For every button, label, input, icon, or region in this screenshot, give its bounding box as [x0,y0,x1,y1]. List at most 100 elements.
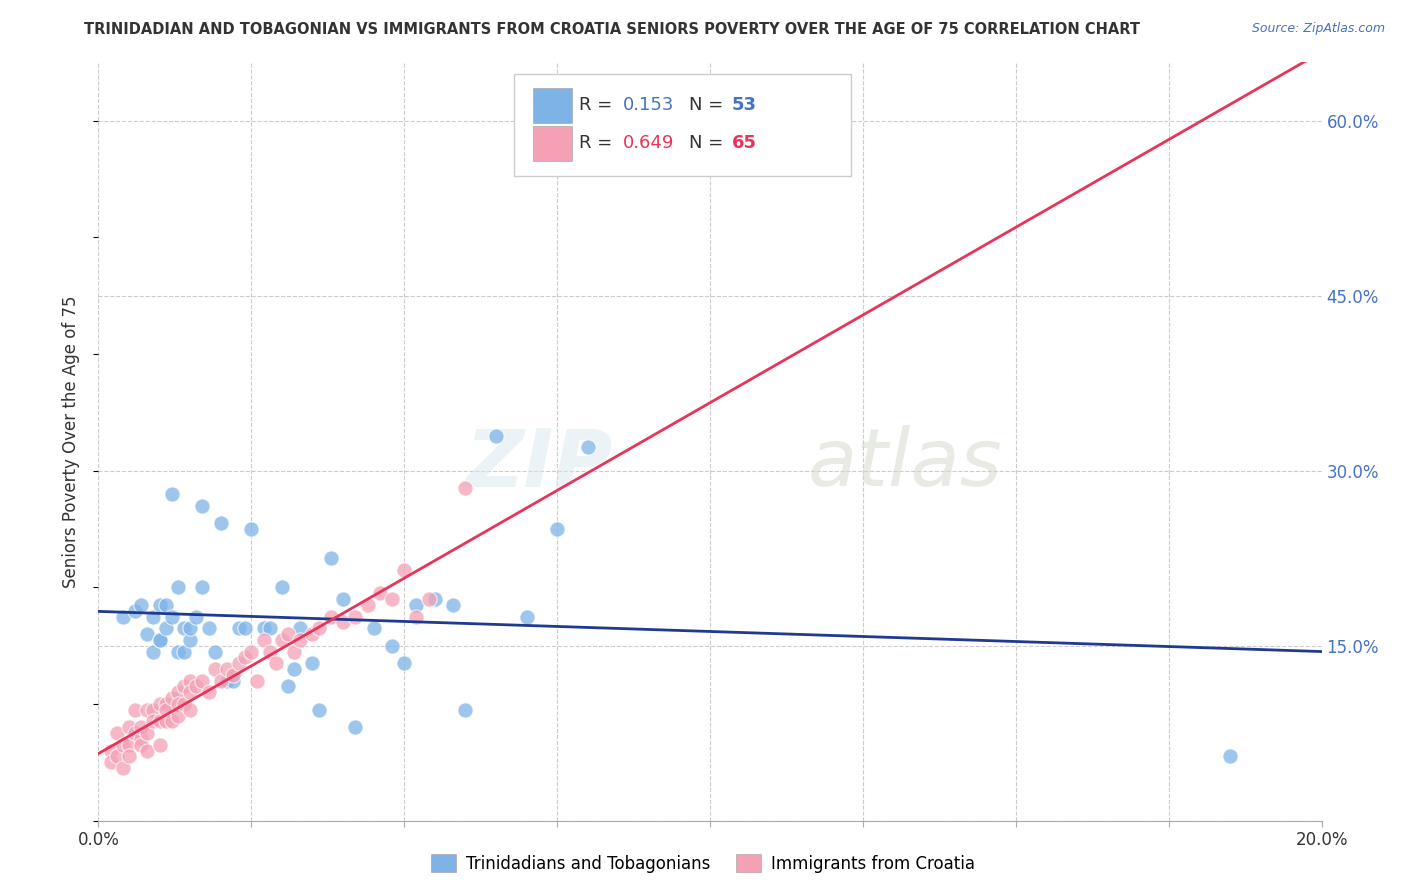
Point [191,499,214,513]
Point [118,720,141,734]
Point [277,680,299,694]
Point [259,644,281,658]
Point [160,609,183,624]
Point [204,644,226,658]
Text: 53: 53 [733,96,756,114]
Point [240,522,263,536]
Point [111,761,134,775]
Point [124,726,146,740]
Point [167,685,190,699]
Point [173,697,195,711]
Text: Source: ZipAtlas.com: Source: ZipAtlas.com [1251,22,1385,36]
Text: 0.153: 0.153 [623,96,675,114]
Point [270,580,292,594]
Point [197,685,219,699]
Point [319,609,342,624]
Point [142,644,165,658]
Point [118,749,141,764]
Point [155,697,177,711]
Point [160,487,183,501]
Point [142,703,165,717]
Point [136,726,159,740]
Point [454,703,477,717]
Point [209,673,232,688]
Point [100,744,122,758]
Point [136,744,159,758]
Point [368,586,391,600]
Point [319,551,342,566]
Text: 0.649: 0.649 [623,134,675,152]
Point [173,621,195,635]
Point [155,621,177,635]
Point [344,609,367,624]
Point [111,738,134,752]
Point [485,428,508,442]
Point [209,516,232,531]
Point [105,726,128,740]
Point [105,749,128,764]
Text: 65: 65 [733,134,756,152]
Point [233,621,256,635]
Point [215,662,238,676]
Point [186,680,208,694]
Point [423,592,446,607]
Text: N =: N = [689,134,730,152]
Point [149,632,172,647]
Point [179,703,201,717]
Point [392,656,416,670]
Point [160,714,183,729]
Point [129,731,152,746]
FancyBboxPatch shape [533,88,572,123]
Point [129,738,152,752]
Point [204,662,226,676]
Point [149,738,172,752]
Point [215,673,238,688]
Point [124,604,146,618]
Text: N =: N = [689,96,730,114]
Point [283,644,305,658]
Point [240,644,263,658]
Point [290,621,312,635]
Point [264,656,287,670]
Point [149,598,172,612]
Point [516,609,538,624]
Point [576,441,599,455]
Legend: Trinidadians and Tobagonians, Immigrants from Croatia: Trinidadians and Tobagonians, Immigrants… [425,847,981,880]
Point [252,621,274,635]
Point [228,621,250,635]
Point [142,714,165,729]
Point [441,598,464,612]
Point [155,714,177,729]
Point [186,609,208,624]
Point [167,580,190,594]
Point [191,673,214,688]
Point [129,720,152,734]
Y-axis label: Seniors Poverty Over the Age of 75: Seniors Poverty Over the Age of 75 [62,295,80,588]
Point [167,697,190,711]
Point [252,632,274,647]
Point [454,481,477,495]
Point [222,673,245,688]
Point [381,592,404,607]
Point [129,598,152,612]
Point [179,621,201,635]
Point [160,691,183,706]
Point [167,644,190,658]
Point [100,756,122,770]
Point [246,673,269,688]
Point [546,522,568,536]
Point [308,621,330,635]
Point [356,598,378,612]
Point [197,621,219,635]
Point [418,592,440,607]
Point [270,632,292,647]
Point [301,627,323,641]
Point [136,627,159,641]
Point [149,697,172,711]
Text: atlas: atlas [808,425,1002,503]
Point [405,609,427,624]
Point [277,627,299,641]
Point [136,703,159,717]
Point [1219,749,1241,764]
Point [233,650,256,665]
